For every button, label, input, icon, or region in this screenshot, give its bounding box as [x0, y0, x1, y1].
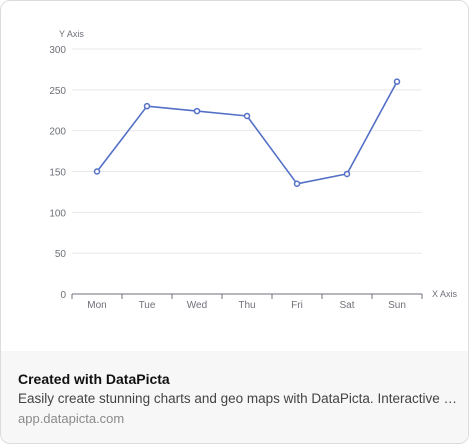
footer-description: Easily create stunning charts and geo ma…: [18, 391, 458, 406]
x-tick-label: Wed: [187, 300, 207, 311]
y-tick-label: 100: [49, 208, 66, 219]
chart-area: 0 50 100 150 200 250 300 Mon Tue Wed Thu Fri Sat Sun…: [1, 1, 468, 351]
y-tick-label: 0: [60, 290, 66, 301]
x-tick-labels: Mon Tue Wed Thu Fri Sat Sun: [87, 300, 406, 311]
data-point[interactable]: [393, 78, 401, 85]
x-tick-label: Sat: [339, 300, 354, 311]
x-tick-label: Thu: [238, 300, 255, 311]
data-point[interactable]: [293, 180, 301, 187]
x-tick-label: Tue: [139, 300, 156, 311]
footer-url[interactable]: app.datapicta.com: [18, 411, 125, 426]
x-tick-marks: [71, 294, 423, 299]
data-point[interactable]: [193, 107, 201, 115]
y-tick-label: 300: [49, 45, 66, 56]
x-tick-label: Mon: [87, 300, 106, 311]
footer-title: Created with DataPicta: [18, 371, 170, 387]
data-point[interactable]: [143, 102, 151, 110]
x-axis-label: X Axis: [432, 289, 458, 299]
y-tick-label: 250: [49, 86, 66, 97]
data-point[interactable]: [93, 168, 101, 175]
line-chart: 0 50 100 150 200 250 300 Mon Tue Wed Thu Fri Sat Sun…: [49, 29, 458, 311]
y-axis-label: Y Axis: [59, 29, 84, 39]
data-point[interactable]: [243, 112, 251, 120]
grid-lines: [72, 48, 422, 254]
x-tick-label: Sun: [388, 300, 406, 311]
x-tick-label: Fri: [291, 300, 303, 311]
data-point[interactable]: [343, 170, 351, 178]
y-tick-labels: 0 50 100 150 200 250 300: [49, 45, 66, 301]
y-tick-label: 150: [49, 168, 66, 179]
y-tick-label: 200: [49, 127, 66, 138]
series-line: [96, 81, 398, 185]
attribution-footer[interactable]: Created with DataPicta Easily create stu…: [1, 351, 468, 443]
data-points: [93, 78, 401, 187]
y-tick-label: 50: [55, 249, 67, 260]
